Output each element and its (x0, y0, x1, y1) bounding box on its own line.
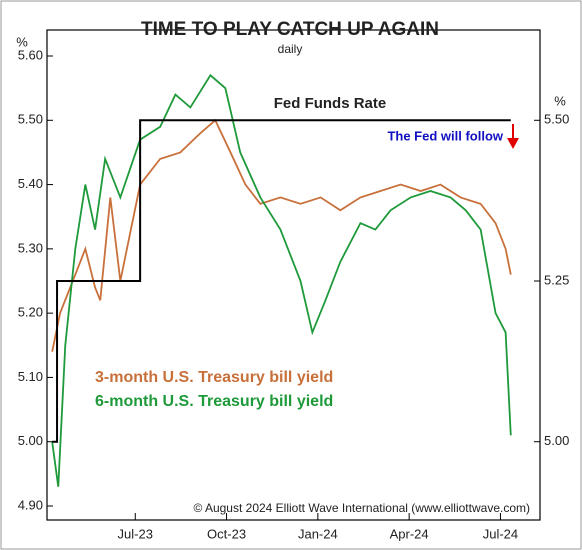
chart-subtitle: daily (278, 42, 303, 56)
y-tick-label: 5.00 (18, 433, 43, 448)
y-tick-label: 5.20 (18, 305, 43, 320)
series-line (51, 118, 512, 352)
x-tick-label: Jul-24 (483, 526, 518, 541)
y-axis-label: % (16, 34, 28, 49)
y-tick-label: 5.40 (18, 176, 43, 191)
y-tick-label: 5.10 (18, 369, 43, 384)
y2-tick-label: 5.50 (544, 112, 569, 127)
series-line (52, 119, 511, 443)
legend-label: 6-month U.S. Treasury bill yield (95, 393, 333, 410)
fed-annotation: Fed Funds Rate (274, 95, 387, 112)
red-arrow (507, 124, 519, 149)
x-tick-label: Apr-24 (390, 526, 429, 541)
y-tick-label: 5.50 (18, 112, 43, 127)
y-tick-label: 5.60 (18, 47, 43, 62)
y2-tick-label: 5.25 (544, 272, 569, 287)
y-tick-label: 5.30 (18, 240, 43, 255)
series-line (51, 73, 512, 487)
legend-label: 3-month U.S. Treasury bill yield (95, 369, 333, 386)
y-tick-label: 4.90 (18, 497, 43, 512)
x-tick-label: Jan-24 (298, 526, 338, 541)
x-tick-label: Jul-23 (118, 526, 153, 541)
chart-title: TIME TO PLAY CATCH UP AGAIN (141, 19, 439, 40)
x-tick-label: Oct-23 (207, 526, 246, 541)
y2-axis-label: % (554, 93, 566, 108)
source-note: © August 2024 Elliott Wave International… (193, 501, 530, 515)
plot-frame (46, 29, 541, 521)
follow-annotation: The Fed will follow (387, 128, 503, 143)
y2-tick-label: 5.00 (544, 433, 569, 448)
